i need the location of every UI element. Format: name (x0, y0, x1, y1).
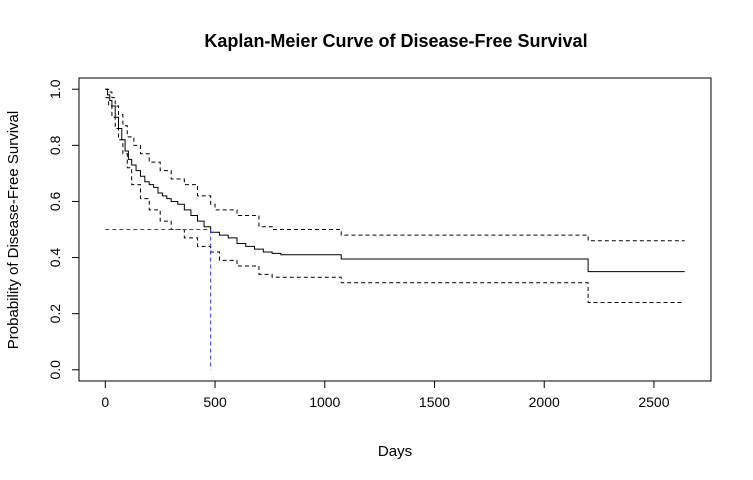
x-tick-label: 0 (101, 394, 109, 410)
y-axis: 0.0 0.2 0.4 0.6 0.8 1.0 (47, 79, 80, 380)
y-tick-label: 0.2 (47, 304, 63, 324)
y-axis-label: Probability of Disease-Free Survival (5, 111, 22, 349)
y-tick-label: 0.8 (47, 135, 63, 155)
survival-curve (105, 88, 685, 273)
y-tick-label: 0.4 (47, 248, 63, 268)
upper-ci-curve (105, 88, 685, 242)
plot-lines (105, 88, 685, 370)
plot-frame (78, 77, 712, 382)
chart-title: Kaplan-Meier Curve of Disease-Free Survi… (204, 31, 587, 51)
x-tick-label: 500 (203, 394, 227, 410)
x-tick-label: 2000 (529, 394, 560, 410)
x-axis: 0 500 1000 1500 2000 2500 (101, 380, 670, 410)
y-tick-label: 0.6 (47, 192, 63, 212)
x-axis-label: Days (378, 443, 412, 460)
y-tick-label: 1.0 (47, 79, 63, 99)
y-tick-label: 0.0 (47, 360, 63, 380)
x-tick-label: 2500 (638, 394, 669, 410)
x-tick-label: 1500 (419, 394, 450, 410)
x-tick-label: 1000 (309, 394, 340, 410)
